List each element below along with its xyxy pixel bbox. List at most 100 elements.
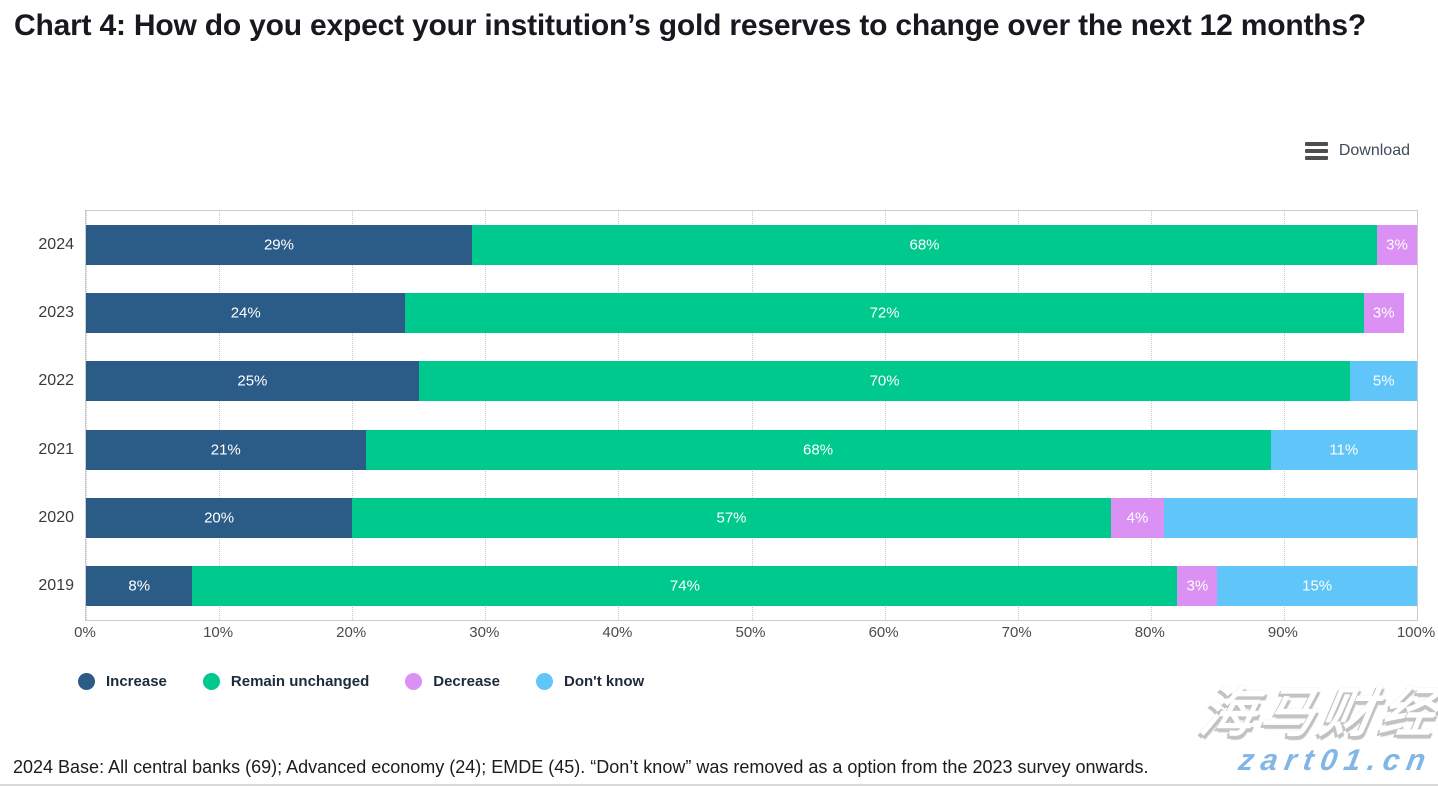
category-label: 2020 bbox=[38, 508, 74, 526]
bar-value-label: 25% bbox=[237, 372, 268, 390]
legend-label: Decrease bbox=[433, 673, 500, 690]
bar-row: 2021 21% 68% 11% bbox=[38, 416, 1417, 484]
gridline bbox=[485, 211, 487, 620]
bar-value-label: 3% bbox=[1186, 577, 1209, 595]
gridline bbox=[219, 211, 221, 620]
bar-value-label: 11% bbox=[1329, 441, 1359, 459]
x-axis-tick-label: 10% bbox=[203, 624, 234, 641]
stacked-bar: 29% 68% 3% bbox=[86, 225, 1417, 266]
bar-segment[interactable]: 29% bbox=[86, 225, 472, 266]
stacked-bar: 24% 72% 3% bbox=[86, 293, 1417, 334]
bar-segment[interactable]: 25% bbox=[86, 361, 419, 402]
bar-value-label: 70% bbox=[869, 372, 900, 390]
bar-row: 2022 25% 70% 5% bbox=[38, 347, 1417, 415]
x-axis-tick-label: 50% bbox=[735, 624, 766, 641]
category-label: 2023 bbox=[38, 304, 74, 322]
download-label: Download bbox=[1338, 142, 1410, 159]
bar-value-label: 68% bbox=[909, 236, 940, 254]
bar-segment[interactable]: 5% bbox=[1350, 361, 1417, 402]
bar-value-label: 24% bbox=[230, 304, 261, 322]
bar-row: 2019 8% 74% 3% 15% bbox=[38, 552, 1417, 620]
gridline bbox=[618, 211, 620, 620]
gridline bbox=[1017, 211, 1019, 620]
bar-segment[interactable]: 70% bbox=[418, 361, 1351, 402]
bar-value-label: 5% bbox=[1372, 372, 1395, 390]
stacked-bar: 21% 68% 11% bbox=[86, 429, 1417, 470]
x-axis-tick-label: 60% bbox=[868, 624, 899, 641]
bar-value-label: 20% bbox=[204, 509, 235, 527]
x-axis: 0% 10% 20% 30% 40% 50% 60% 70% 80% 90% 100% bbox=[74, 624, 1435, 650]
chart-title: Chart 4: How do you expect your institut… bbox=[14, 9, 1367, 42]
legend-marker-icon bbox=[78, 673, 95, 690]
bar-segment[interactable]: 11% bbox=[1270, 429, 1417, 470]
x-axis-tick-label: 0% bbox=[74, 624, 96, 641]
legend-marker-icon bbox=[535, 673, 553, 690]
legend-item[interactable]: Don't know bbox=[535, 673, 645, 690]
gridline bbox=[1417, 211, 1418, 620]
x-axis-tick-label: 30% bbox=[469, 624, 500, 641]
bar-value-label: 74% bbox=[669, 577, 700, 595]
bar-value-label: 3% bbox=[1386, 236, 1408, 254]
stacked-bar: 20% 57% 4% bbox=[86, 497, 1417, 538]
bar-value-label: 4% bbox=[1126, 509, 1149, 527]
gridline bbox=[86, 211, 87, 620]
bar-segment[interactable]: 21% bbox=[86, 429, 366, 470]
download-button[interactable]: Download bbox=[1304, 142, 1410, 160]
bar-row: 2023 24% 72% 3% bbox=[38, 279, 1417, 347]
x-axis-tick-label: 80% bbox=[1134, 624, 1165, 641]
bar-segment[interactable]: 24% bbox=[86, 293, 406, 334]
bottom-divider bbox=[0, 784, 1438, 786]
legend-item[interactable]: Increase bbox=[78, 673, 167, 690]
category-label: 2022 bbox=[38, 372, 74, 390]
bar-segment[interactable]: 15% bbox=[1217, 565, 1417, 606]
bar-rows: 2024 29% 68% 3% 2023 24% 72% 3% 2022 25% 70% 5% 2021… bbox=[38, 211, 1417, 620]
bar-row: 2020 20% 57% 4% bbox=[38, 484, 1417, 552]
bar-segment[interactable]: 3% bbox=[1363, 293, 1404, 334]
legend-item[interactable]: Remain unchanged bbox=[202, 673, 369, 690]
bar-value-label: 57% bbox=[716, 509, 747, 527]
bar-segment[interactable]: 68% bbox=[471, 225, 1378, 266]
legend-marker-icon bbox=[405, 673, 423, 690]
bar-segment[interactable]: 4% bbox=[1110, 497, 1165, 538]
bar-segment[interactable]: 3% bbox=[1377, 225, 1417, 266]
watermark-domain: zart01.cn bbox=[1236, 744, 1435, 777]
hamburger-menu-icon bbox=[1304, 142, 1328, 160]
bar-segment[interactable]: 3% bbox=[1177, 565, 1218, 606]
legend-label: Don't know bbox=[563, 673, 645, 690]
gridline bbox=[1283, 211, 1285, 620]
gridline bbox=[1150, 211, 1152, 620]
legend-item[interactable]: Decrease bbox=[405, 673, 500, 690]
x-axis-tick-label: 90% bbox=[1267, 624, 1298, 641]
gridline bbox=[884, 211, 886, 620]
bar-value-label: 72% bbox=[869, 304, 900, 322]
bar-segment[interactable]: 57% bbox=[352, 497, 1111, 538]
x-axis-tick-label: 70% bbox=[1001, 624, 1032, 641]
stacked-bar: 8% 74% 3% 15% bbox=[86, 565, 1417, 606]
category-label: 2021 bbox=[38, 440, 74, 458]
bar-segment[interactable]: 8% bbox=[86, 565, 193, 606]
bar-segment[interactable]: 74% bbox=[192, 565, 1178, 606]
gridline bbox=[751, 211, 753, 620]
legend-marker-icon bbox=[202, 673, 220, 690]
bar-segment[interactable]: 68% bbox=[365, 429, 1271, 470]
bar-value-label: 15% bbox=[1302, 577, 1333, 595]
stacked-bar: 25% 70% 5% bbox=[86, 361, 1417, 402]
category-label: 2019 bbox=[38, 576, 74, 594]
bar-value-label: 21% bbox=[210, 441, 241, 459]
x-axis-tick-label: 20% bbox=[336, 624, 367, 641]
bar-segment[interactable]: 20% bbox=[86, 497, 353, 538]
x-axis-tick-label: 40% bbox=[602, 624, 633, 641]
watermark-brand: 海马财经 bbox=[1195, 683, 1438, 743]
bar-value-label: 3% bbox=[1372, 304, 1395, 322]
bar-segment[interactable]: 72% bbox=[405, 293, 1364, 334]
category-label: 2024 bbox=[38, 236, 74, 254]
bar-value-label: 68% bbox=[803, 441, 834, 459]
footnote: 2024 Base: All central banks (69); Advan… bbox=[13, 757, 1149, 777]
bar-value-label: 8% bbox=[128, 577, 151, 595]
x-axis-tick-label: 100% bbox=[1396, 624, 1436, 641]
legend: Increase Remain unchanged Decrease Don't kn… bbox=[78, 673, 644, 690]
bar-value-label: 29% bbox=[263, 236, 294, 254]
bar-segment[interactable] bbox=[1164, 497, 1417, 538]
bar-row: 2024 29% 68% 3% bbox=[38, 211, 1417, 279]
